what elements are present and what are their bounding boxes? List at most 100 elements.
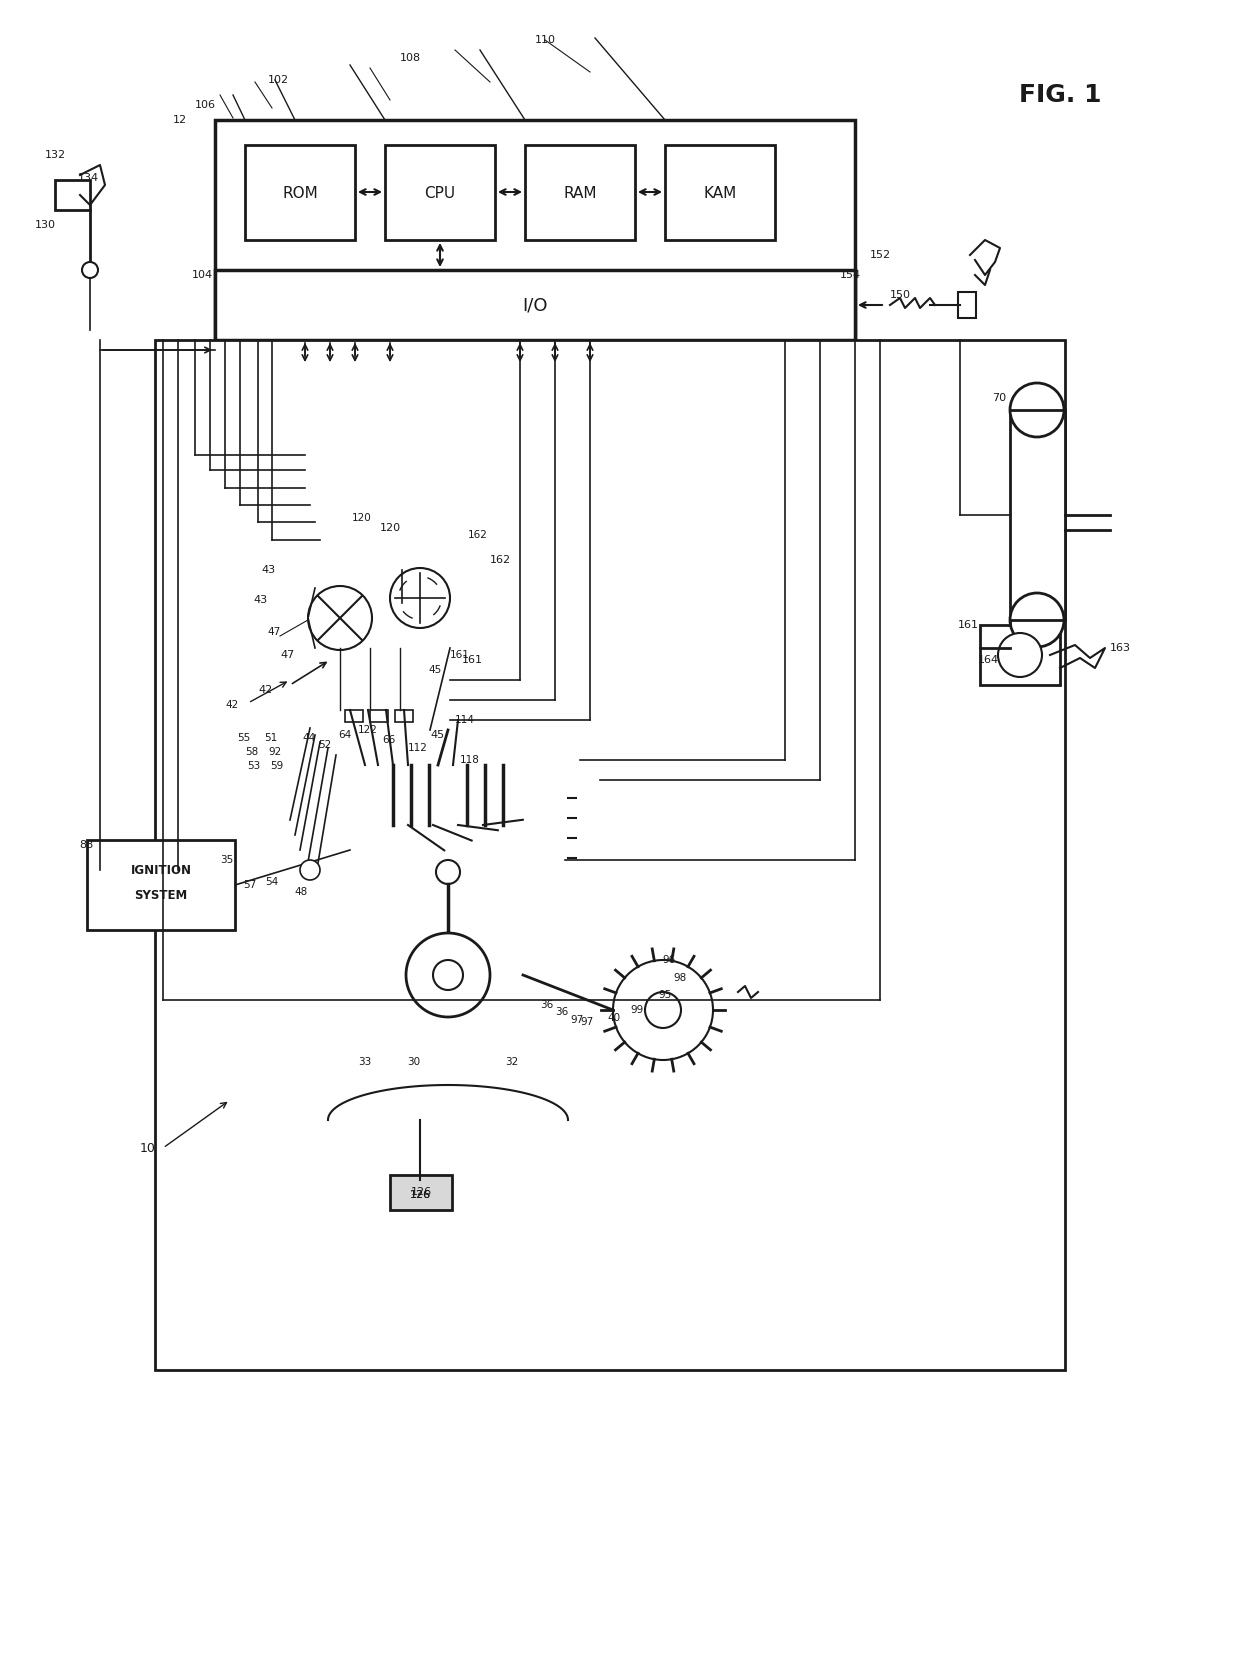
Text: 132: 132 [45, 149, 66, 159]
Text: 66: 66 [382, 736, 396, 746]
Text: 43: 43 [260, 565, 275, 575]
Bar [460, 558, 495, 634]
Bar [384, 146, 495, 240]
Text: 126: 126 [409, 1190, 430, 1200]
Text: FIG. 1: FIG. 1 [1019, 84, 1101, 107]
Bar [573, 878, 653, 887]
Text: 150: 150 [890, 290, 911, 300]
Text: 55: 55 [237, 732, 250, 742]
Bar [1011, 411, 1065, 620]
Text: 33: 33 [358, 1058, 371, 1068]
Text: 45: 45 [428, 665, 441, 675]
Text: 52: 52 [317, 741, 331, 749]
Bar [383, 840, 513, 905]
Text: 42: 42 [224, 701, 238, 711]
Text: 10: 10 [140, 1141, 156, 1155]
Bar [573, 815, 653, 821]
Text: 164: 164 [978, 655, 999, 665]
Text: 36: 36 [539, 1001, 553, 1011]
Text: 43: 43 [253, 595, 267, 605]
Bar [155, 340, 1065, 1369]
Circle shape [1011, 593, 1064, 647]
Text: 59: 59 [270, 761, 283, 771]
Bar [329, 764, 373, 1041]
Text: 114: 114 [455, 716, 475, 726]
Text: 122: 122 [358, 726, 378, 736]
Text: 108: 108 [401, 54, 422, 64]
Bar [573, 910, 653, 918]
Circle shape [82, 261, 98, 278]
Text: 98: 98 [673, 974, 686, 984]
Text: 161: 161 [463, 655, 484, 665]
Text: 51: 51 [264, 732, 278, 742]
Text: 126: 126 [410, 1187, 432, 1197]
Text: CPU: CPU [424, 186, 455, 201]
Text: 58: 58 [246, 747, 258, 758]
Text: 97: 97 [580, 1017, 593, 1027]
Text: IGNITION: IGNITION [130, 863, 191, 877]
Bar [215, 121, 856, 375]
Text: 110: 110 [534, 35, 556, 45]
Bar [373, 764, 523, 1041]
Circle shape [300, 860, 320, 880]
Bar [573, 798, 653, 806]
Bar [573, 830, 653, 838]
Text: 53: 53 [247, 761, 260, 771]
Bar [568, 789, 658, 930]
Text: 42: 42 [258, 685, 273, 696]
Circle shape [433, 960, 463, 991]
Text: 154: 154 [839, 270, 861, 280]
Circle shape [645, 992, 681, 1027]
Bar [329, 1041, 568, 1120]
Text: 47: 47 [267, 627, 280, 637]
Text: 104: 104 [192, 270, 213, 280]
Text: 70: 70 [992, 392, 1006, 402]
Bar [246, 146, 355, 240]
Bar [87, 840, 236, 930]
Text: 48: 48 [294, 887, 308, 897]
Text: 92: 92 [268, 747, 281, 758]
Bar [523, 764, 568, 1041]
Bar [329, 711, 568, 764]
Bar [980, 625, 1060, 685]
Bar [384, 548, 420, 570]
Bar [573, 846, 653, 855]
Text: 32: 32 [505, 1058, 518, 1068]
Text: 161: 161 [959, 620, 980, 630]
Bar [525, 146, 635, 240]
Bar [370, 711, 388, 722]
Text: 12: 12 [174, 116, 187, 126]
Circle shape [613, 960, 713, 1059]
Circle shape [1011, 384, 1064, 437]
Text: 57: 57 [243, 880, 257, 890]
Text: 161: 161 [450, 650, 470, 660]
Bar [329, 1041, 568, 1120]
Text: 99: 99 [630, 1006, 644, 1016]
Circle shape [998, 634, 1042, 677]
Text: 163: 163 [1110, 644, 1131, 654]
Bar [55, 179, 91, 210]
Text: 36: 36 [556, 1007, 568, 1017]
Bar [229, 548, 495, 675]
Text: 47: 47 [280, 650, 294, 660]
Circle shape [405, 934, 490, 1017]
Text: KAM: KAM [703, 186, 737, 201]
Text: 30: 30 [407, 1058, 420, 1068]
Bar [345, 711, 363, 722]
Bar [391, 1180, 450, 1210]
Text: 130: 130 [35, 220, 56, 230]
Text: 120: 120 [352, 513, 372, 523]
Bar [573, 861, 653, 870]
Bar [396, 711, 413, 722]
Text: 112: 112 [408, 742, 428, 753]
Circle shape [308, 587, 372, 650]
Text: 88: 88 [79, 840, 93, 850]
Circle shape [436, 860, 460, 883]
Text: SYSTEM: SYSTEM [134, 888, 187, 902]
Text: 97: 97 [570, 1016, 583, 1026]
Bar [329, 649, 456, 711]
Text: 35: 35 [219, 855, 233, 865]
Text: 120: 120 [379, 523, 401, 533]
Bar [573, 893, 653, 902]
Text: 44: 44 [303, 732, 315, 742]
